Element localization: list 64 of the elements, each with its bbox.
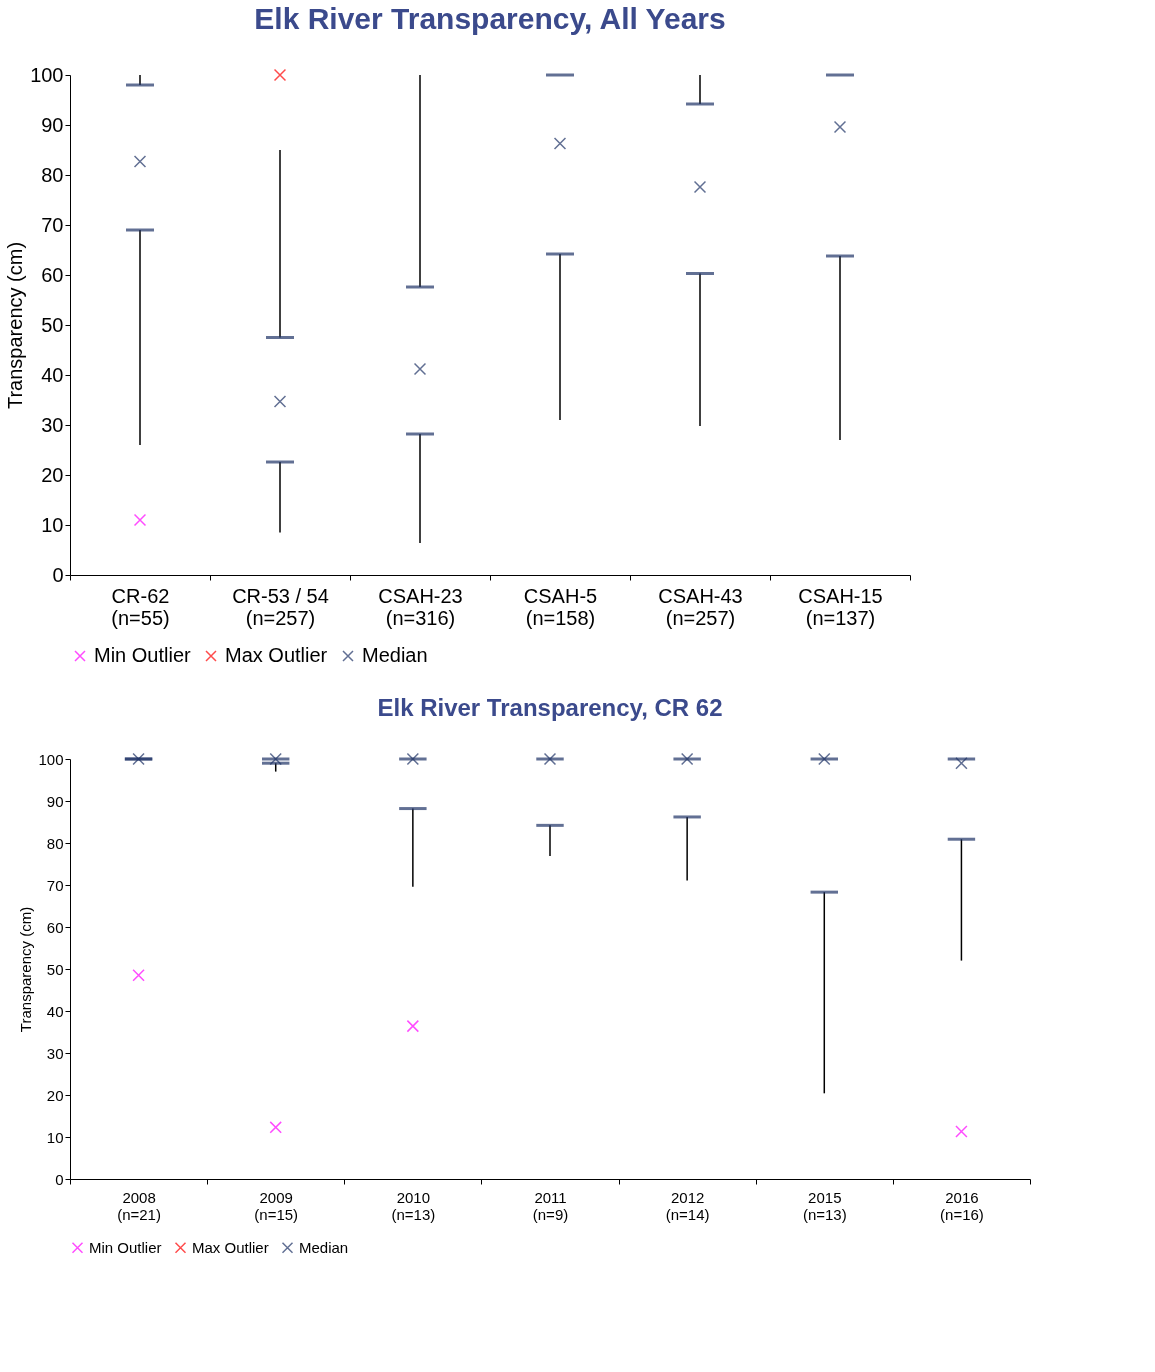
x-tick-label: CR-53 / 54 (n=257) xyxy=(232,584,329,629)
y-tick-label: 0 xyxy=(52,563,64,586)
chart-title: Elk River Transparency, All Years xyxy=(254,2,726,35)
y-tick-label: 70 xyxy=(41,213,64,236)
point xyxy=(132,752,145,766)
point xyxy=(833,120,847,134)
legend-label: Max Outlier xyxy=(225,644,328,666)
x-tick-label: CSAH-23 (n=316) xyxy=(378,584,463,629)
x-tick-label: 2016 (n=16) xyxy=(940,1188,984,1223)
point xyxy=(269,752,282,766)
point xyxy=(955,756,968,770)
legend-label: Median xyxy=(299,1238,349,1256)
x-tick-label: 2008 (n=21) xyxy=(117,1188,161,1223)
y-tick-label: 10 xyxy=(46,1128,64,1146)
x-tick-label: 2011 (n=9) xyxy=(532,1188,569,1223)
legend-label: Median xyxy=(362,644,428,666)
legend-label: Max Outlier xyxy=(192,1238,269,1256)
x-tick-label: CSAH-5 (n=158) xyxy=(523,584,598,629)
x-tick-label: 2009 (n=15) xyxy=(254,1188,299,1223)
point xyxy=(132,969,145,982)
y-tick-label: 80 xyxy=(46,834,64,852)
point xyxy=(955,1125,968,1138)
x-tick-label: 2015 (n=13) xyxy=(802,1188,847,1223)
y-tick-label: 30 xyxy=(41,413,64,436)
y-tick-label: 70 xyxy=(46,876,64,894)
x-tick-label: 2010 (n=13) xyxy=(391,1188,436,1223)
y-tick-label: 40 xyxy=(41,363,64,386)
point xyxy=(133,513,147,527)
point xyxy=(693,180,707,194)
y-tick-label: 60 xyxy=(46,918,64,936)
y-axis-title: Transparency (cm) xyxy=(4,241,27,410)
y-tick-label: 100 xyxy=(38,750,64,768)
y-tick-label: 40 xyxy=(46,1002,64,1020)
y-tick-label: 60 xyxy=(41,263,64,286)
y-tick-label: 20 xyxy=(41,463,64,486)
point xyxy=(273,68,287,82)
x-tick-label: CSAH-43 (n=257) xyxy=(658,584,743,629)
point xyxy=(406,1019,420,1033)
point xyxy=(406,752,420,766)
y-tick-label: 90 xyxy=(41,113,64,136)
y-tick-label: 90 xyxy=(46,792,64,810)
y-tick-label: 100 xyxy=(30,63,64,86)
chart-title: Elk River Transparency, CR 62 xyxy=(377,693,723,721)
y-axis-title: Transparency (cm) xyxy=(17,906,35,1033)
y-tick-label: 50 xyxy=(46,960,64,978)
y-tick-label: 20 xyxy=(46,1086,64,1104)
point xyxy=(818,752,831,766)
point xyxy=(413,362,427,376)
point xyxy=(133,155,147,168)
y-tick-label: 0 xyxy=(55,1170,64,1188)
point xyxy=(543,752,557,766)
point xyxy=(273,395,287,408)
point xyxy=(553,137,567,150)
x-tick-label: CR-62 (n=55) xyxy=(111,584,170,629)
y-tick-label: 50 xyxy=(41,313,64,336)
point xyxy=(269,1121,282,1134)
y-tick-label: 30 xyxy=(46,1044,64,1062)
y-tick-label: 10 xyxy=(41,513,64,536)
legend-label: Min Outlier xyxy=(89,1238,162,1256)
y-tick-label: 80 xyxy=(41,163,64,186)
x-tick-label: CSAH-15 (n=137) xyxy=(798,584,883,629)
legend-label: Min Outlier xyxy=(94,644,192,666)
x-tick-label: 2012 (n=14) xyxy=(665,1188,710,1223)
point xyxy=(680,752,694,766)
